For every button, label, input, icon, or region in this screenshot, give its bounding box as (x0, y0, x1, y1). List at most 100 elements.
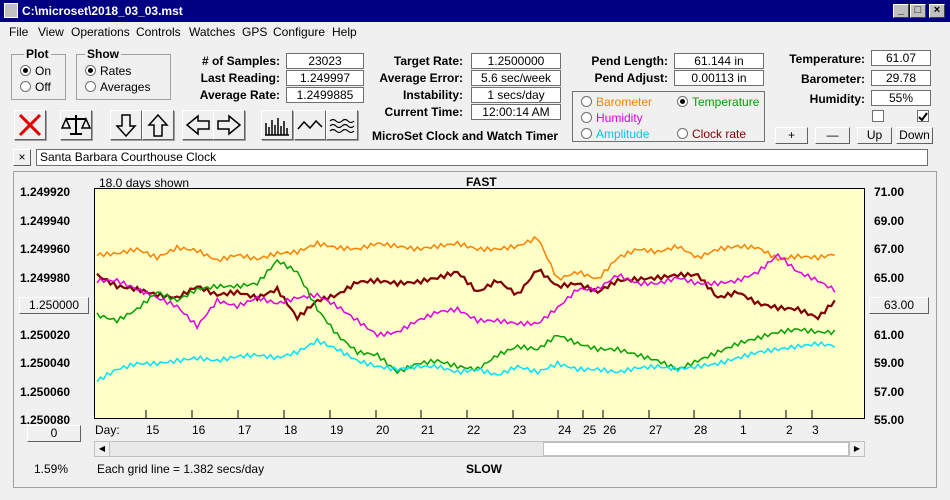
menu-watches[interactable]: Watches (189, 25, 236, 39)
minimize-button[interactable]: _ (893, 4, 909, 18)
plot-on-radio[interactable]: On (20, 64, 51, 78)
wave-icon (297, 119, 323, 130)
menu-gps[interactable]: GPS (242, 25, 268, 39)
plot-group: Plot On Off (11, 47, 66, 100)
offset-button[interactable]: 0 (27, 425, 81, 442)
right-tick-label: 59.00 (874, 356, 905, 370)
samples-label: # of Samples: (201, 54, 280, 68)
temperature-radio[interactable]: Temperature (677, 95, 759, 109)
average-error-field: 5.6 sec/week (471, 70, 561, 86)
clock-name-input[interactable]: Santa Barbara Courthouse Clock (36, 149, 928, 166)
up-button[interactable]: Up (857, 127, 892, 144)
plot-group-title: Plot (24, 47, 51, 61)
plus-button[interactable]: + (775, 127, 808, 144)
show-group-title: Show (85, 47, 121, 61)
checkbox-right[interactable] (917, 110, 929, 122)
multi-wave-button[interactable] (326, 110, 358, 140)
x-tick-label: 2 (786, 423, 793, 437)
menu-operations[interactable]: Operations (71, 25, 130, 39)
plot-area (94, 188, 865, 419)
checkbox-left[interactable] (872, 110, 884, 122)
pend-length-field[interactable]: 61.144 in (674, 53, 764, 69)
menu-help[interactable]: Help (332, 25, 357, 39)
amplitude-radio[interactable]: Amplitude (581, 127, 649, 141)
arrow-right-icon (217, 114, 242, 136)
left-tick-label: 1.249920 (20, 185, 71, 199)
close-window-button[interactable]: × (929, 4, 945, 18)
horizontal-scrollbar[interactable]: ◀ ▶ (94, 441, 865, 457)
x-tick-label: 26 (603, 423, 617, 437)
right-tick-label: 65.00 (874, 270, 905, 285)
plot-off-radio[interactable]: Off (20, 80, 51, 94)
smooth-graph-button[interactable] (294, 110, 326, 140)
right-tick-label: 67.00 (874, 242, 905, 256)
slow-label: SLOW (466, 462, 502, 476)
pend-adjust-field: 0.00113 in (674, 70, 764, 86)
right-scale-button[interactable]: 63.00 (869, 297, 929, 314)
balance-button[interactable] (60, 110, 92, 140)
current-time-label: Current Time: (384, 105, 463, 119)
scroll-left-button[interactable] (182, 110, 214, 140)
radio-dot-icon (20, 65, 31, 76)
x-tick-label: 22 (467, 423, 481, 437)
x-tick-label: 24 (558, 423, 572, 437)
scroll-left-arrow-icon[interactable]: ◀ (95, 442, 110, 456)
radio-dot-icon (581, 128, 592, 139)
minus-button[interactable]: — (815, 127, 850, 144)
barometer-radio[interactable]: Barometer (581, 95, 652, 109)
scroll-right-arrow-icon[interactable]: ▶ (849, 442, 864, 456)
scroll-up-button[interactable] (142, 110, 174, 140)
scroll-thumb[interactable] (543, 442, 849, 456)
left-tick-label: 1.250020 (20, 327, 71, 342)
left-tick-label: 1.250040 (20, 356, 71, 370)
x-tick-label: 21 (421, 423, 435, 437)
menu-file[interactable]: File (9, 25, 29, 39)
target-rate-field[interactable]: 1.2500000 (471, 53, 561, 69)
temperature-label: Temperature: (789, 52, 865, 66)
histogram-button[interactable] (261, 110, 293, 140)
barometer-field: 29.78 (871, 70, 931, 86)
scroll-right-button[interactable] (213, 110, 245, 140)
menu-view[interactable]: View (38, 25, 64, 39)
humidity-radio[interactable]: Humidity (581, 111, 643, 125)
stop-button[interactable] (14, 110, 46, 140)
series-line-amplitude (96, 337, 836, 383)
x-tick-label: 15 (146, 423, 160, 437)
arrow-left-icon (185, 114, 210, 136)
red-x-icon (18, 113, 42, 137)
humidity-field: 55% (871, 90, 931, 106)
instability-field: 1 secs/day (471, 87, 561, 103)
left-tick-label: 1.249960 (20, 242, 71, 256)
clear-name-button[interactable]: × (13, 149, 31, 166)
scroll-down-button[interactable] (110, 110, 142, 140)
series-line-clock-rate (96, 268, 836, 322)
grid-note: Each grid line = 1.382 secs/day (97, 462, 265, 476)
left-tick-label: 1.249940 (20, 213, 71, 228)
show-rates-radio[interactable]: Rates (85, 64, 131, 78)
samples-field: 23023 (286, 53, 364, 69)
right-tick-label: 57.00 (874, 384, 905, 399)
menu-configure[interactable]: Configure (273, 25, 326, 39)
right-tick-label: 69.00 (874, 213, 905, 228)
show-averages-radio[interactable]: Averages (85, 80, 150, 94)
clock-rate-radio[interactable]: Clock rate (677, 127, 746, 141)
pend-length-label: Pend Length: (591, 54, 668, 68)
arrow-up-icon (147, 113, 169, 137)
menu-controls[interactable]: Controls (136, 25, 181, 39)
x-tick-label: 1 (740, 423, 747, 437)
menu-bar: File View Operations Controls Watches GP… (0, 22, 950, 42)
radio-dot-icon (20, 81, 31, 92)
maximize-button[interactable]: □ (910, 4, 926, 18)
fast-label: FAST (466, 175, 497, 189)
down-button[interactable]: Down (896, 127, 933, 144)
last-reading-label: Last Reading: (200, 71, 280, 85)
x-tick-label: 19 (330, 423, 344, 437)
series-line-temperature (96, 258, 836, 375)
left-scale-button[interactable]: 1.250000 (19, 297, 89, 314)
radio-dot-icon (85, 81, 96, 92)
show-group: Show Rates Averages (76, 47, 171, 100)
left-tick-label: 1.250080 (20, 413, 71, 427)
app-caption: MicroSet Clock and Watch Timer (372, 129, 559, 143)
app-icon (4, 3, 18, 18)
x-tick-label: 25 (583, 423, 597, 437)
